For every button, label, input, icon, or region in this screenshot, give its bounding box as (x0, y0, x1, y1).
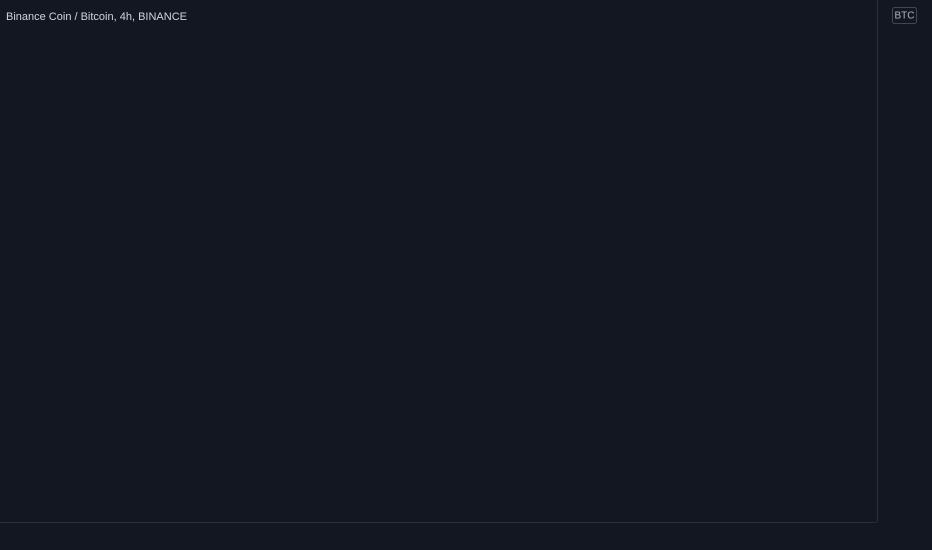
chart-title: Binance Coin / Bitcoin, 4h, BINANCE (6, 11, 187, 23)
currency-label: BTC (895, 11, 915, 22)
currency-box (892, 7, 917, 24)
